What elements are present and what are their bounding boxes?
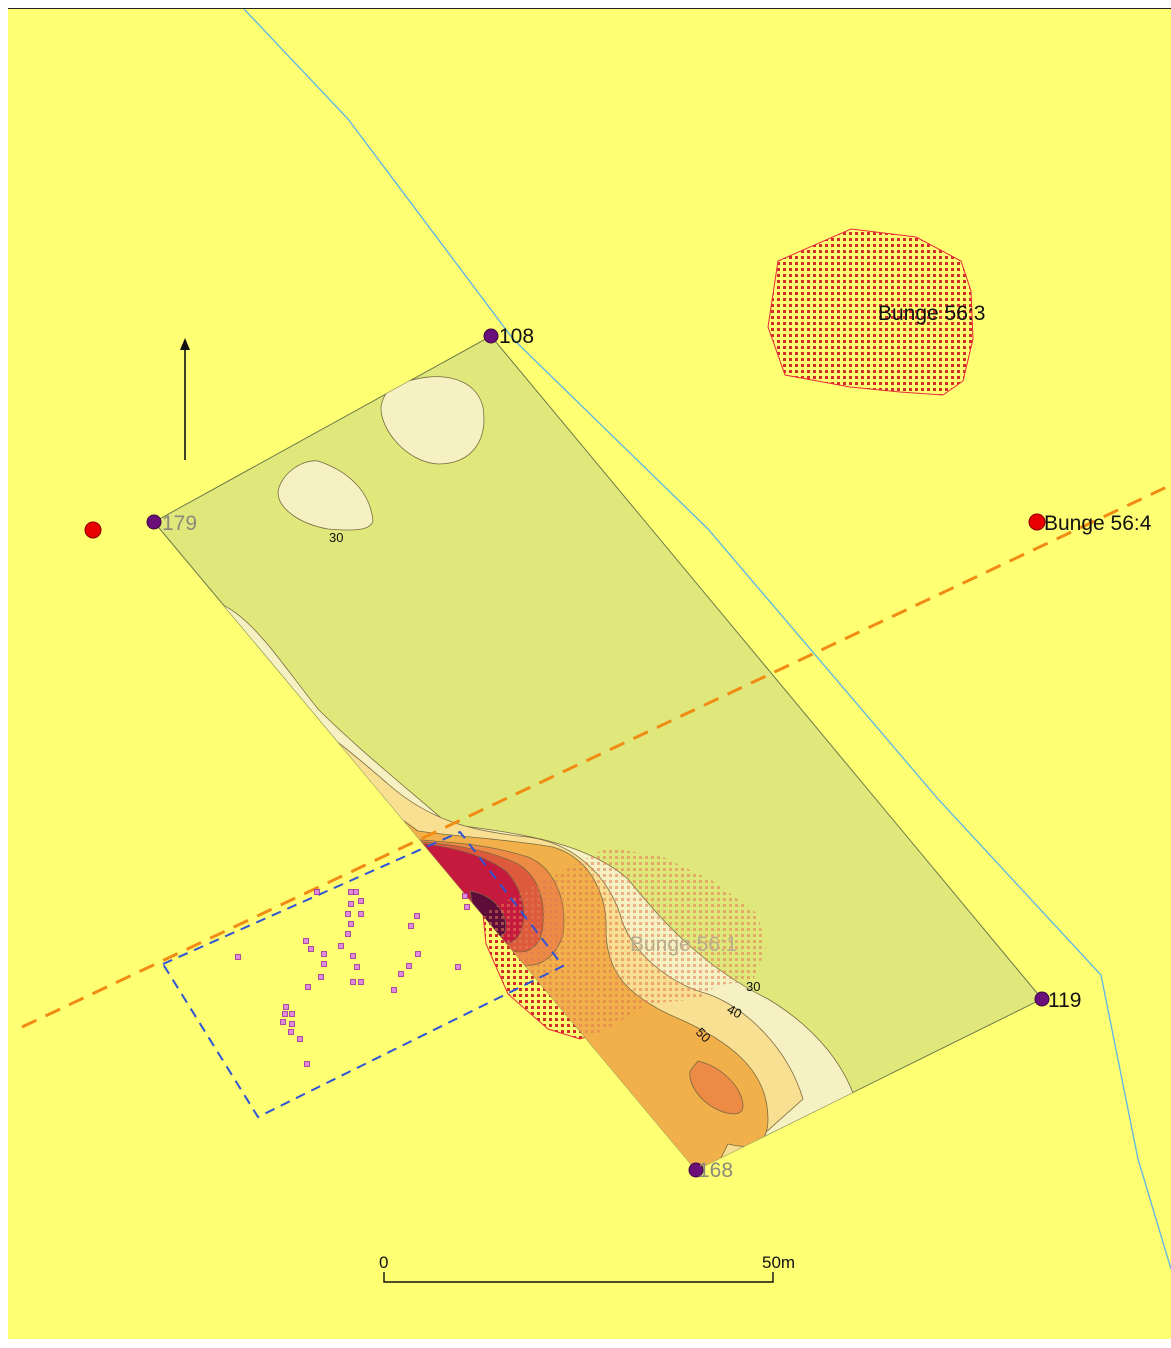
red-point-marker[interactable]: [84, 521, 102, 539]
find-marker[interactable]: [304, 1061, 310, 1067]
find-marker[interactable]: [406, 963, 412, 969]
find-marker[interactable]: [289, 1021, 295, 1027]
find-marker[interactable]: [464, 904, 470, 910]
find-marker[interactable]: [358, 911, 364, 917]
find-marker[interactable]: [348, 889, 354, 895]
contour-label: 40: [725, 1001, 745, 1021]
scale-bar-end-label: 50m: [762, 1253, 795, 1272]
stream-line: [243, 9, 1171, 1270]
find-marker[interactable]: [318, 974, 324, 980]
survey-point-108[interactable]: 108: [483, 325, 534, 348]
find-marker[interactable]: [308, 946, 314, 952]
site-label-bunge-56-1: Bunge 56:1: [630, 933, 737, 956]
find-marker[interactable]: [345, 931, 351, 937]
find-marker[interactable]: [321, 961, 327, 967]
find-marker[interactable]: [303, 938, 309, 944]
find-marker[interactable]: [338, 943, 344, 949]
scale-bar: 0 50m: [379, 1253, 795, 1283]
find-marker[interactable]: [283, 1004, 289, 1010]
dashed-line-orange: [21, 483, 1171, 1029]
find-marker[interactable]: [289, 1011, 295, 1017]
svg-text:Bunge 56:4: Bunge 56:4: [1044, 512, 1152, 535]
svg-text:119: 119: [1048, 989, 1081, 1012]
find-marker[interactable]: [350, 953, 356, 959]
find-marker[interactable]: [358, 898, 364, 904]
survey-point-168[interactable]: 168: [688, 1159, 733, 1182]
survey-point-119[interactable]: 119: [1034, 989, 1081, 1012]
contour-hot-spot-60: [689, 1060, 744, 1115]
site-bunge-56-4[interactable]: Bunge 56:4: [1028, 512, 1152, 535]
find-marker[interactable]: [297, 1036, 303, 1042]
find-marker[interactable]: [235, 954, 241, 960]
find-marker[interactable]: [455, 964, 461, 970]
find-marker[interactable]: [321, 951, 327, 957]
find-marker[interactable]: [462, 893, 468, 899]
contour-label: 30: [746, 979, 760, 994]
find-marker[interactable]: [354, 964, 360, 970]
contour-label: 30: [329, 530, 343, 545]
site-bunge-56-3-area[interactable]: [767, 228, 974, 396]
excavation-box[interactable]: [161, 830, 565, 1119]
find-marker[interactable]: [282, 1011, 288, 1017]
map-frame: 30 30 40 50 108 179 119 168 Bunge 56:3 B…: [8, 8, 1171, 1339]
find-marker[interactable]: [305, 984, 311, 990]
find-marker[interactable]: [345, 911, 351, 917]
map-canvas[interactable]: 30 30 40 50 108 179 119 168 Bunge 56:3 B…: [8, 9, 1171, 1339]
find-marker[interactable]: [391, 987, 397, 993]
find-marker[interactable]: [408, 923, 414, 929]
find-marker[interactable]: [348, 921, 354, 927]
find-marker[interactable]: [288, 1029, 294, 1035]
contour-island-north: [380, 376, 485, 465]
find-marker[interactable]: [415, 951, 421, 957]
north-arrow-icon: [180, 338, 190, 460]
survey-point-179[interactable]: 179: [146, 512, 197, 535]
find-marker[interactable]: [314, 889, 320, 895]
svg-text:168: 168: [698, 1159, 733, 1182]
find-marker[interactable]: [348, 901, 354, 907]
find-marker[interactable]: [398, 971, 404, 977]
find-marker[interactable]: [353, 889, 359, 895]
find-markers: [235, 889, 470, 1067]
svg-text:179: 179: [162, 512, 197, 535]
find-marker[interactable]: [358, 979, 364, 985]
find-marker[interactable]: [280, 1019, 286, 1025]
scale-bar-start-label: 0: [379, 1253, 388, 1272]
find-marker[interactable]: [414, 913, 420, 919]
find-marker[interactable]: [350, 979, 356, 985]
contour-island-west: [277, 460, 374, 531]
site-label-bunge-56-3: Bunge 56:3: [878, 302, 985, 325]
svg-text:108: 108: [499, 325, 534, 348]
